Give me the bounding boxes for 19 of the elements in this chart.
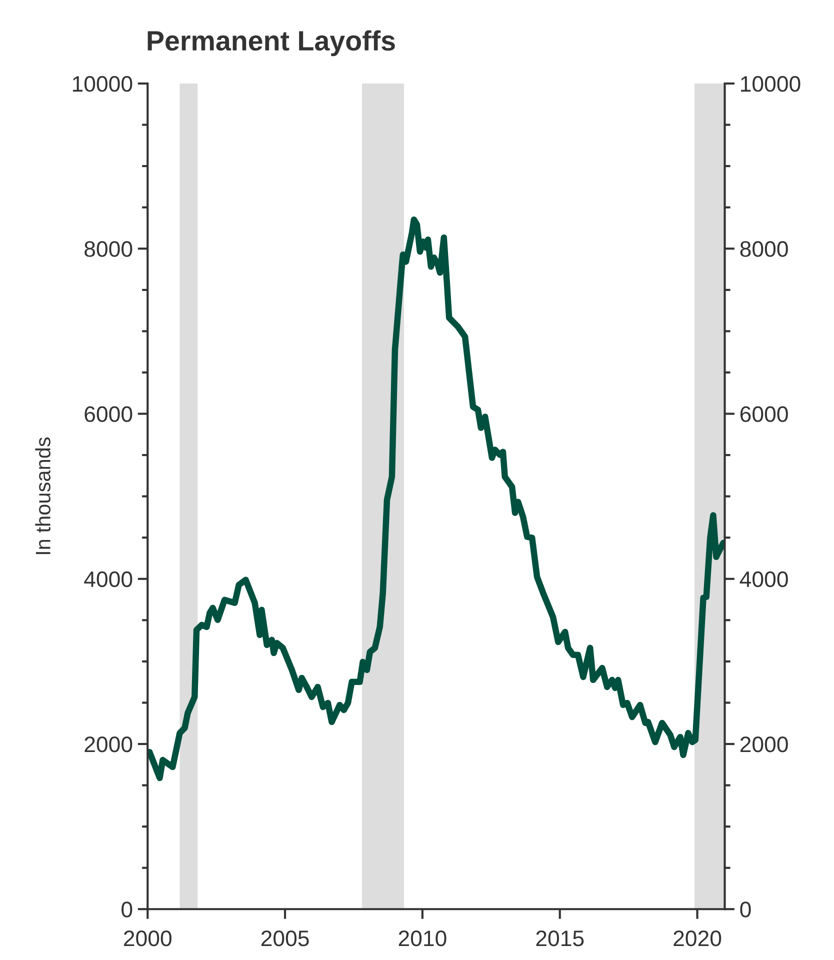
y-tick-label: 4000 xyxy=(84,571,132,588)
y2-tick-label: 10000 xyxy=(741,76,800,92)
y2-tick-label: 8000 xyxy=(740,241,788,257)
x-tick-label: 2000 xyxy=(124,930,172,946)
y2-tick-label: 6000 xyxy=(740,406,788,422)
y2-tick-label: 4000 xyxy=(740,571,788,588)
y2-tick-label: 2000 xyxy=(740,736,788,752)
y-axis-title: In thousands xyxy=(35,437,50,554)
x-tick-label: 2020 xyxy=(674,930,722,946)
x-tick-label: 2005 xyxy=(261,930,309,946)
x-tick-label: 2015 xyxy=(536,930,584,946)
y-tick-label: 0 xyxy=(122,902,132,918)
y-tick-label: 8000 xyxy=(84,241,132,257)
y-tick-label: 2000 xyxy=(84,736,132,752)
y-tick-label: 6000 xyxy=(84,406,132,422)
y2-tick-label: 0 xyxy=(740,902,751,918)
y-tick-label: 10000 xyxy=(72,76,132,92)
chart-title: Permanent Layoffs xyxy=(148,30,395,56)
x-tick-label: 2010 xyxy=(398,930,446,946)
